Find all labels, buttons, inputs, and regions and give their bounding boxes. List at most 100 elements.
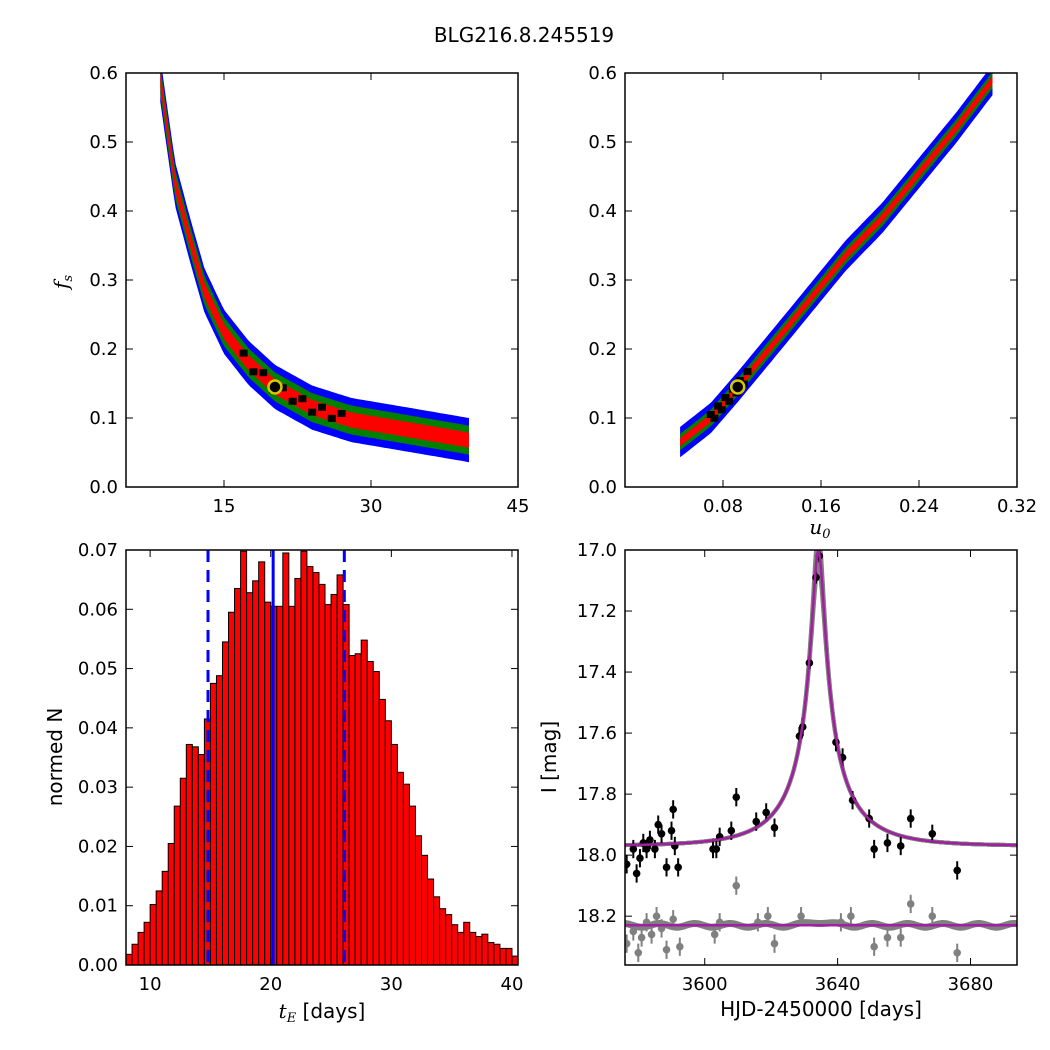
photometry-point (770, 823, 779, 832)
histogram-bar (179, 777, 187, 965)
x-tick-label: 10 (139, 974, 162, 995)
histogram-bar (445, 914, 453, 965)
y-tick-label: 0.06 (78, 599, 118, 620)
histogram-bar (318, 583, 326, 965)
histogram-bar (228, 611, 236, 965)
y-tick-label: 0.0 (588, 477, 617, 498)
histogram-bar (517, 957, 518, 965)
y-tick-label: 0.4 (588, 201, 617, 222)
x-tick-label: 0.32 (997, 496, 1037, 517)
fs-tE-middle-region (160, 73, 469, 455)
photometry-point (651, 845, 659, 853)
photometry-point (646, 836, 654, 844)
y-tick-label: 0.3 (588, 270, 617, 291)
histogram-bar (433, 896, 441, 965)
baseline-data-point (928, 912, 937, 920)
fs-tE-outer-region (160, 73, 469, 463)
fs-vs-u0-panel: 0.08 0.16 0.24 0.32 0.0 0.1 0.2 0.3 0.4 0.5 0.6 u0 (588, 63, 1037, 542)
histogram-bar (421, 854, 429, 965)
light-curve-plot (625, 550, 1017, 962)
baseline-data-point (732, 881, 741, 890)
histogram-bar (173, 805, 181, 965)
x-axis-label: HJD-2450000 [days] (720, 997, 922, 1021)
y-tick-label: 0.01 (78, 896, 118, 917)
photometry-point (906, 814, 915, 823)
x-tick-label: 15 (213, 496, 236, 517)
fs-tE-core-cell (327, 414, 336, 422)
histogram-bar (457, 931, 465, 965)
histogram-bar (511, 955, 518, 965)
plot-frame (624, 549, 1018, 966)
histogram-bar (360, 639, 368, 965)
fs-tE-core-cell (308, 408, 317, 416)
photometry-point (953, 866, 962, 875)
x-tick-label: 0.08 (703, 496, 743, 517)
fs-tE-core-cell (298, 395, 307, 403)
histogram-bar (294, 577, 302, 965)
y-tick-label: 0.2 (588, 339, 617, 360)
y-tick-label: 0.03 (78, 777, 118, 798)
histogram-bar (300, 550, 308, 965)
y-tick-label: 17.0 (577, 540, 617, 561)
y-axis-label: fs (49, 275, 76, 291)
figure-title: BLG216.8.245519 (434, 23, 614, 47)
photometry-point (732, 793, 741, 801)
histogram-bar (191, 746, 199, 965)
fs-u0-core-cell (721, 394, 730, 402)
histogram-bar (396, 771, 404, 965)
histogram-bar (427, 878, 435, 965)
histogram-bar (354, 653, 362, 965)
fs-u0-core-cell (717, 406, 726, 414)
fs-tE-core-cell (318, 403, 326, 411)
fs-tE-core-cell (249, 368, 258, 376)
histogram-bar (463, 921, 471, 965)
photometry-point (712, 845, 721, 853)
baseline-data-point (652, 912, 661, 920)
histogram-bar (282, 552, 290, 965)
baseline-data-point (870, 942, 878, 951)
histogram-bar (197, 754, 205, 965)
histogram-bar (306, 566, 314, 965)
histogram-bar (131, 943, 139, 965)
y-tick-label: 0.0 (89, 477, 118, 498)
photometry-point (727, 826, 736, 835)
y-tick-label: 0.05 (78, 659, 118, 680)
histogram-bar (185, 743, 193, 965)
photometry-point (625, 860, 631, 869)
photometry-point (642, 845, 651, 853)
fs-tE-core-cell (239, 349, 248, 357)
histogram-bar (155, 890, 163, 965)
photometry-point (629, 845, 638, 853)
photometry-point (636, 854, 644, 862)
plot-frame (125, 549, 519, 966)
fs-tE-density (160, 73, 469, 463)
histogram-bar (143, 921, 151, 965)
photometry-point (632, 869, 641, 878)
baseline-data-point (676, 942, 684, 951)
y-tick-label: 18.0 (577, 845, 617, 866)
histogram-bar (126, 953, 133, 965)
photometry-point (669, 805, 677, 814)
y-tick-label: 0.4 (89, 201, 118, 222)
baseline-data-point (896, 933, 905, 942)
histogram-bar (276, 605, 284, 965)
histogram-bar (469, 931, 477, 965)
histogram-bar (487, 941, 495, 965)
histogram-bar (493, 943, 501, 965)
model-curve (625, 550, 1017, 847)
histogram-bar (414, 835, 423, 965)
histogram-bar (366, 660, 374, 965)
histogram-bar (240, 550, 248, 965)
histogram-bar (481, 933, 489, 965)
photometry-point (870, 845, 878, 853)
fs-tE-inner-region (160, 73, 469, 448)
x-tick-label: 30 (360, 496, 383, 517)
histogram-bar (336, 574, 344, 965)
y-tick-label: 0.07 (78, 540, 118, 561)
histogram-bar (372, 671, 380, 965)
y-tick-label: 0.6 (588, 63, 617, 84)
fs-u0-core-cell (725, 397, 734, 405)
x-tick-label: 3680 (948, 974, 994, 995)
histogram-bar (378, 698, 386, 965)
